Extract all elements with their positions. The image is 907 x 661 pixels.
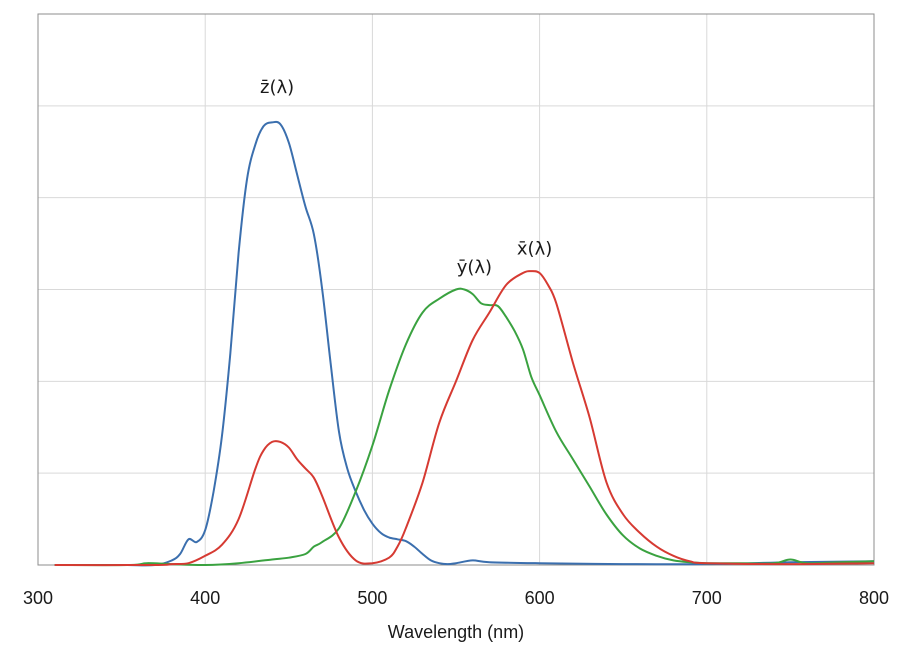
x-tick-label: 400 [190, 588, 220, 608]
x-tick-label: 700 [692, 588, 722, 608]
x-tick-label: 500 [357, 588, 387, 608]
series-line-x-bar [54, 270, 875, 567]
series-label-y-bar: ȳ(λ) [457, 257, 492, 278]
series-line-z-bar [54, 120, 875, 567]
plot-area-border [37, 13, 875, 566]
x-tick-label: 800 [859, 588, 889, 608]
series-line-y-bar [54, 287, 875, 567]
x-tick-labels: 300 400 500 600 700 800 [23, 588, 889, 608]
series-label-z-bar: z̄(λ) [260, 77, 294, 98]
x-tick-label: 600 [525, 588, 555, 608]
x-axis-title: Wavelength (nm) [388, 622, 524, 642]
series-labels: z̄(λ) ȳ(λ) x̄(λ) [260, 77, 552, 278]
x-tick-label: 300 [23, 588, 53, 608]
series-label-x-bar: x̄(λ) [517, 239, 552, 260]
series-lines [54, 120, 875, 567]
